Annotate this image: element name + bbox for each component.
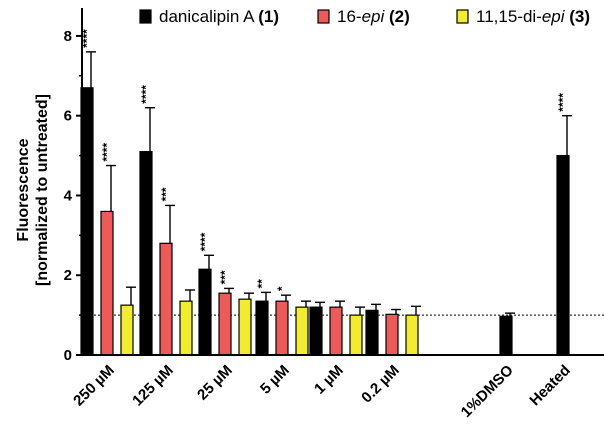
legend-label: danicalipin A (1)	[159, 7, 279, 26]
bar-0.2M-s0	[365, 309, 379, 356]
x-category-label: 5 µM	[257, 362, 293, 398]
x-category-label: 250 µM	[70, 362, 118, 410]
legend-italic: epi	[542, 7, 566, 26]
bar-125M-s1	[159, 242, 173, 356]
x-category-label: 1 µM	[311, 362, 347, 398]
bar-1M-s1	[329, 306, 343, 356]
y-tick-label: 0	[64, 347, 72, 364]
legend: danicalipin A (1) 16-epi (2) 11,15-di-epi …	[139, 7, 590, 26]
bar-1M-s2	[349, 314, 363, 356]
significance-label: *	[275, 286, 289, 291]
bars: ********************** *******	[80, 29, 572, 356]
bar-25M-s1	[218, 292, 232, 356]
legend-swatch	[139, 9, 152, 24]
x-category-label: 0.2 µM	[358, 362, 403, 407]
significance-label: ****	[139, 85, 153, 104]
significance-label: ****	[556, 93, 570, 112]
legend-compound-number: (3)	[569, 7, 590, 26]
bar-1%DMSO-s0	[499, 315, 513, 356]
x-category-label: 25 µM	[194, 362, 236, 404]
x-category-label: 125 µM	[129, 362, 177, 410]
bar-5M-s1	[275, 300, 289, 356]
legend-swatch	[317, 9, 330, 24]
y-tick-label: 6	[64, 108, 72, 125]
y-tick-label: 8	[64, 28, 72, 45]
significance-label: ***	[159, 187, 173, 201]
bar-250M-s2	[120, 304, 134, 356]
legend-label: 16-epi (2)	[337, 7, 410, 26]
significance-label: ****	[198, 232, 212, 251]
y-axis-title-line2: [normalized to untreated]	[34, 94, 51, 286]
legend-label: 11,15-di-epi (3)	[476, 7, 590, 26]
bar-25M-s2	[238, 298, 252, 356]
bar-125M-s2	[179, 300, 193, 356]
significance-label: ***	[218, 270, 232, 284]
y-tick-label: 2	[64, 267, 72, 284]
x-category-label: Heated	[526, 362, 573, 409]
legend-prefix: 16-	[337, 7, 362, 26]
bar-25M-s0	[198, 268, 212, 356]
bar-5M-s0	[255, 300, 269, 356]
y-axis-title-line1: Fluorescence	[15, 138, 32, 241]
significance-label: **	[255, 279, 269, 289]
bar-5M-s2	[295, 306, 309, 356]
legend-compound-number: (2)	[389, 7, 410, 26]
legend-prefix: 11,15-di-	[476, 7, 542, 26]
bar-125M-s0	[139, 150, 153, 356]
bar-0.2M-s2	[405, 314, 419, 356]
legend-swatch	[456, 9, 469, 24]
significance-label: ****	[100, 143, 114, 162]
significance-label: ****	[80, 29, 94, 48]
legend-italic: epi	[362, 7, 386, 26]
bar-Heated-s0	[556, 154, 570, 356]
legend-compound-number: (1)	[258, 7, 279, 26]
bar-1M-s0	[309, 306, 323, 356]
legend-prefix: danicalipin A	[159, 7, 258, 26]
bar-0.2M-s1	[385, 313, 399, 356]
bar-250M-s1	[100, 210, 114, 356]
x-category-label: 1%DMSO	[458, 362, 517, 421]
y-axis-title: Fluorescence [normalized to untreated]	[15, 94, 51, 286]
y-tick-label: 4	[64, 187, 73, 204]
